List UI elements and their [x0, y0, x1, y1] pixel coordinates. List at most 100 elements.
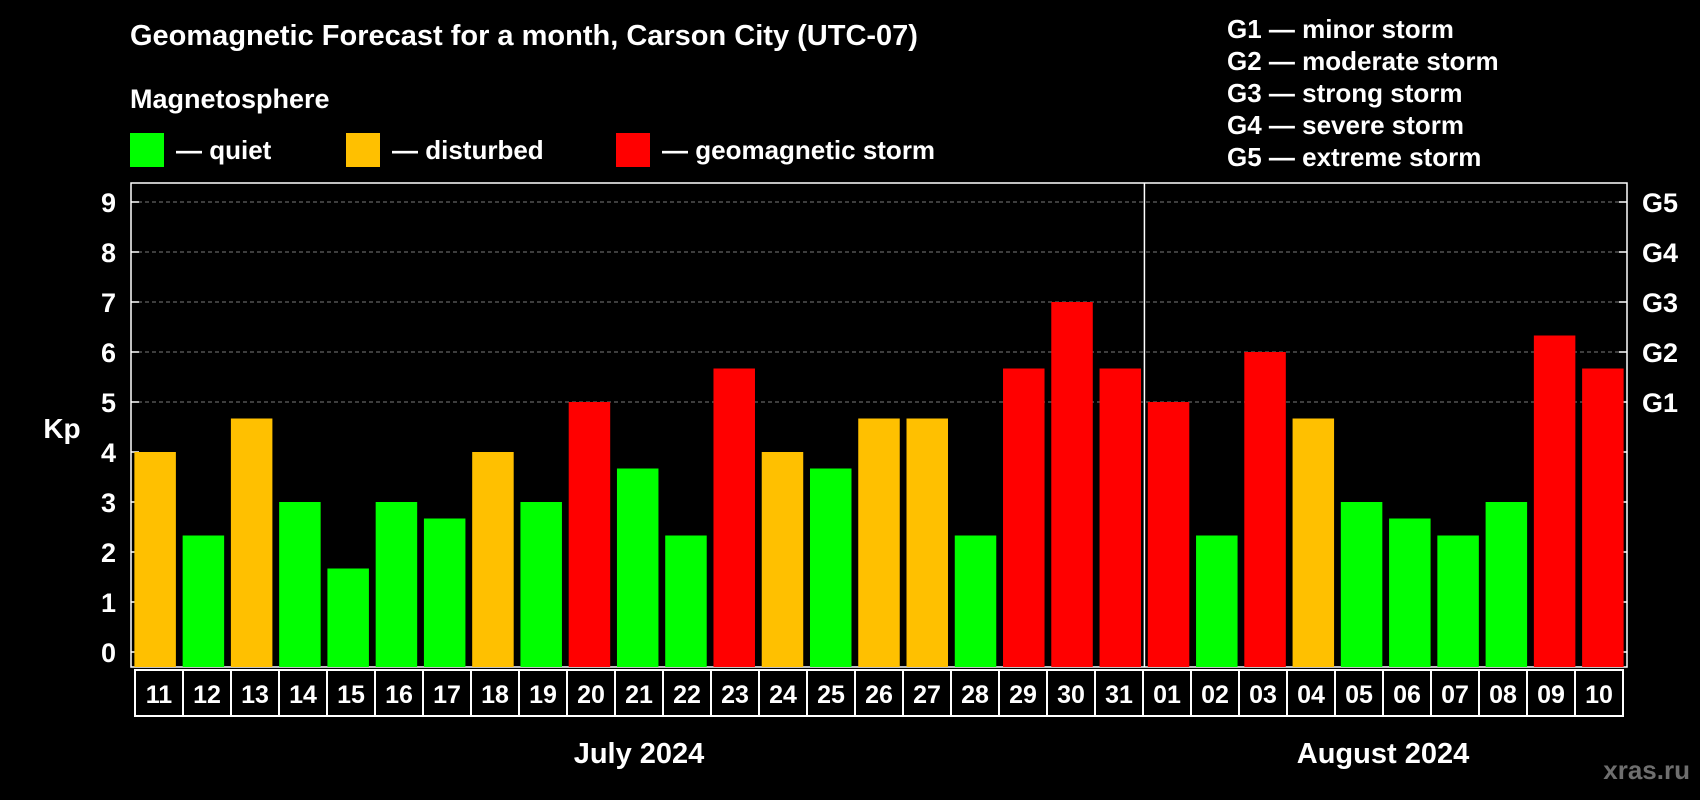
bar-22 [665, 535, 707, 667]
bar-03 [1244, 352, 1286, 667]
y-tick-label: 4 [101, 438, 116, 468]
bar-24 [761, 452, 804, 667]
bar-09 [1533, 335, 1576, 667]
day-label-04: 04 [1297, 681, 1325, 709]
y-tick-label: 7 [101, 288, 116, 318]
y-axis-label: Kp [43, 413, 80, 444]
day-label-box [134, 669, 1624, 717]
g-scale-label: G1 [1642, 388, 1678, 418]
day-label-21: 21 [625, 681, 653, 709]
y-tick-label: 3 [101, 488, 116, 518]
bar-30 [1051, 302, 1093, 667]
legend-item-quiet: — quiet [130, 133, 271, 167]
watermark: xras.ru [1603, 755, 1690, 785]
y-tick-label: 0 [101, 638, 116, 668]
day-label-05: 05 [1345, 681, 1373, 709]
day-label-11: 11 [146, 681, 173, 709]
bar-11 [134, 452, 176, 667]
day-label-06: 06 [1393, 681, 1421, 709]
y-tick-label: 2 [101, 538, 116, 568]
bar-10 [1582, 368, 1624, 667]
bar-14 [279, 502, 321, 667]
bar-06 [1389, 518, 1431, 667]
month-label: July 2024 [574, 738, 705, 770]
day-label-12: 12 [193, 681, 221, 709]
bar-31 [1099, 368, 1142, 667]
day-label-27: 27 [913, 681, 941, 709]
y-tick-label: 6 [101, 338, 116, 368]
day-label-31: 31 [1105, 681, 1133, 709]
legend-swatch-quiet [130, 133, 164, 167]
day-label-09: 09 [1537, 681, 1565, 709]
bar-15 [327, 568, 369, 667]
g-scale-label: G4 [1642, 238, 1678, 268]
legend-item-disturbed: — disturbed [346, 133, 544, 167]
day-label-01: 01 [1153, 681, 1181, 709]
bar-13 [230, 418, 273, 667]
month-label: August 2024 [1297, 738, 1469, 770]
storm-scale-g3: G3 — strong storm [1227, 78, 1463, 108]
legend-swatch-disturbed [346, 133, 380, 167]
day-label-07: 07 [1441, 681, 1469, 709]
bar-08 [1485, 502, 1528, 667]
storm-scale-g5: G5 — extreme storm [1227, 142, 1482, 172]
legend-label-disturbed: — disturbed [392, 134, 544, 165]
day-label-15: 15 [337, 681, 365, 709]
bar-07 [1437, 535, 1479, 667]
g-scale-label: G3 [1642, 288, 1678, 318]
bar-29 [1003, 368, 1045, 667]
bar-12 [182, 535, 225, 667]
day-label-19: 19 [529, 681, 557, 709]
day-label-17: 17 [433, 681, 461, 709]
bar-26 [858, 418, 900, 667]
y-tick-label: 5 [101, 388, 116, 418]
day-label-24: 24 [769, 681, 797, 709]
storm-scale-g2: G2 — moderate storm [1227, 46, 1499, 76]
legend-label-quiet: — quiet [176, 134, 272, 165]
g-scale-label: G5 [1642, 188, 1678, 218]
y-tick-label: 1 [101, 588, 116, 618]
legend-swatch-storm [616, 133, 650, 167]
bar-18 [472, 452, 514, 667]
storm-scale-legend: G1 — minor storm G2 — moderate storm G3 … [1227, 13, 1499, 173]
day-label-20: 20 [577, 681, 605, 709]
bar-17 [423, 518, 466, 667]
storm-scale-g4: G4 — severe storm [1227, 110, 1465, 140]
y-tick-label: 9 [101, 188, 116, 218]
y-tick-label: 8 [101, 238, 116, 268]
legend-label-storm: — geomagnetic storm [662, 134, 936, 165]
bar-27 [906, 418, 949, 667]
day-label-16: 16 [385, 681, 413, 709]
g-scale-label: G2 [1642, 338, 1678, 368]
bar-28 [954, 535, 997, 667]
legend-item-storm: — geomagnetic storm [616, 133, 935, 167]
day-label-18: 18 [481, 681, 509, 709]
bar-02 [1196, 535, 1238, 667]
day-label-30: 30 [1057, 681, 1085, 709]
day-label-25: 25 [817, 681, 845, 709]
day-label-02: 02 [1201, 681, 1229, 709]
day-label-14: 14 [289, 681, 317, 709]
chart-title: Geomagnetic Forecast for a month, Carson… [130, 20, 918, 52]
day-label-13: 13 [241, 681, 269, 709]
day-label-28: 28 [961, 681, 989, 709]
day-label-10: 10 [1585, 681, 1613, 709]
day-label-22: 22 [673, 681, 701, 709]
day-label-03: 03 [1249, 681, 1277, 709]
day-label-29: 29 [1009, 681, 1037, 709]
bar-16 [375, 502, 418, 667]
bar-20 [568, 402, 611, 667]
day-label-26: 26 [865, 681, 893, 709]
day-label-23: 23 [721, 681, 749, 709]
bar-05 [1340, 502, 1383, 667]
bar-04 [1292, 418, 1335, 667]
bar-21 [616, 468, 659, 667]
bar-23 [713, 368, 755, 667]
bar-25 [809, 468, 852, 667]
bar-01 [1147, 402, 1190, 667]
bar-19 [520, 502, 562, 667]
storm-scale-g1: G1 — minor storm [1227, 14, 1454, 44]
day-label-08: 08 [1489, 681, 1517, 709]
legend-heading: Magnetosphere [130, 84, 330, 114]
